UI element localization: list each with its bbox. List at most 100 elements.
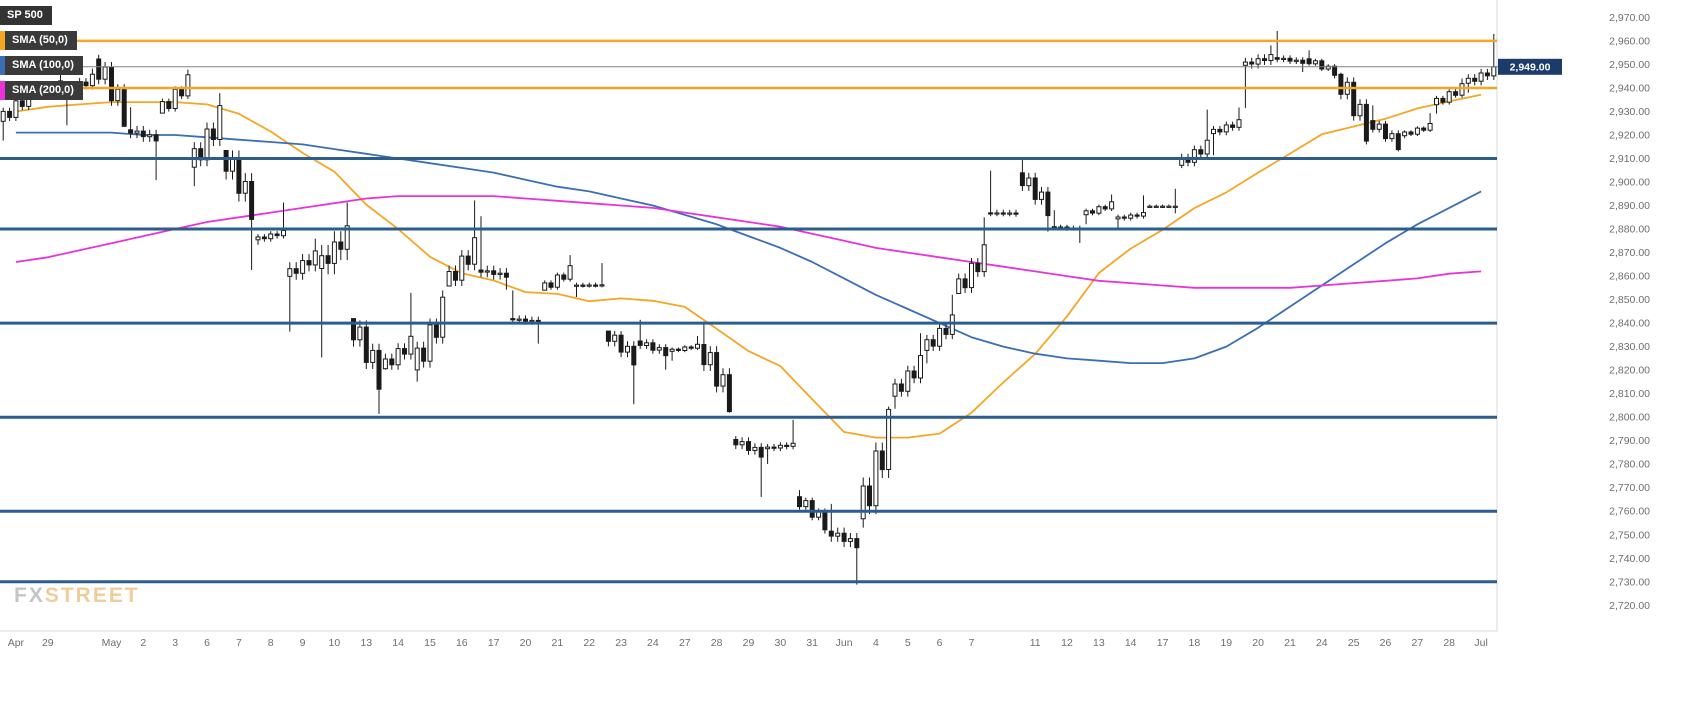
candle [1453, 89, 1459, 98]
time-axis-label: 8 [268, 637, 274, 649]
candle [618, 331, 624, 358]
legend-color-bar [0, 81, 5, 100]
candle [637, 319, 643, 349]
sma-50-0-line [15, 93, 1482, 439]
candle [1478, 68, 1484, 86]
candle [217, 93, 223, 146]
candle [402, 343, 407, 360]
candle [484, 265, 490, 278]
legend-item-sp-500[interactable]: SP 500 [0, 6, 52, 25]
candle [121, 84, 127, 127]
candle [1465, 74, 1471, 93]
candle [1293, 57, 1299, 64]
candle [675, 347, 681, 353]
time-axis-label: 14 [1125, 637, 1137, 649]
time-axis-label: 4 [873, 637, 879, 649]
legend-item-sma-100-0[interactable]: SMA (100,0) [0, 56, 83, 75]
candle [1446, 89, 1452, 105]
legend-item-sma-200-0[interactable]: SMA (200,0) [0, 81, 83, 100]
price-axis-label: 2,950.00 [1609, 59, 1650, 71]
candle [1211, 126, 1216, 156]
candle [1421, 126, 1427, 132]
price-axis-label: 2,840.00 [1609, 318, 1650, 330]
price-axis-label: 2,930.00 [1609, 106, 1650, 118]
candle [1096, 204, 1102, 216]
legend-item-sma-50-0[interactable]: SMA (50,0) [0, 31, 77, 50]
candle [873, 442, 879, 515]
candle [1395, 130, 1401, 152]
candle [720, 368, 726, 393]
candle [809, 497, 815, 521]
price-axis-label: 2,900.00 [1609, 177, 1650, 189]
price-axis-label: 2,790.00 [1609, 435, 1650, 447]
candle [695, 336, 700, 350]
candle [1312, 58, 1318, 66]
time-axis-label: 26 [1380, 637, 1392, 649]
candle [300, 254, 306, 280]
candle [988, 170, 994, 217]
candle [1484, 68, 1490, 80]
time-axis-label: 24 [1316, 637, 1328, 649]
time-axis-label: 20 [1252, 637, 1264, 649]
candle [784, 442, 790, 450]
candle [478, 216, 484, 278]
time-axis-label: 7 [969, 637, 975, 649]
price-axis-label: 2,780.00 [1609, 459, 1650, 471]
price-axis-label: 2,830.00 [1609, 341, 1650, 353]
candle [663, 344, 669, 370]
candle [1325, 64, 1331, 71]
candle [1306, 50, 1312, 66]
candle [580, 282, 586, 288]
candle [1191, 145, 1197, 167]
candle [1160, 204, 1166, 208]
candle [1134, 212, 1140, 219]
candle [535, 316, 541, 344]
time-axis-label: 22 [583, 637, 595, 649]
candle [13, 97, 19, 121]
candle [1236, 107, 1242, 131]
time-axis-label: 12 [1061, 637, 1073, 649]
candle [1153, 204, 1159, 208]
candle [803, 497, 809, 510]
watermark-fx-text: FX [14, 584, 45, 607]
time-axis-label: 15 [424, 637, 436, 649]
candle [446, 265, 452, 287]
candle [191, 142, 197, 187]
candle [134, 126, 140, 139]
candle [1147, 204, 1153, 208]
candle [994, 209, 1000, 217]
candle [503, 268, 509, 290]
candle [491, 265, 497, 280]
candle [669, 347, 675, 361]
candle [733, 436, 739, 450]
candle [1039, 186, 1044, 205]
candle [542, 280, 548, 291]
time-axis-label: 7 [236, 637, 242, 649]
candle [1109, 194, 1115, 211]
candle [1389, 130, 1395, 142]
candle [790, 419, 796, 450]
candle [765, 444, 771, 464]
candle [930, 334, 936, 351]
candle [1319, 58, 1325, 71]
candle [828, 503, 834, 542]
candle [905, 365, 911, 397]
candle [847, 533, 853, 548]
price-axis-label: 2,730.00 [1609, 576, 1650, 588]
candle [975, 258, 981, 277]
candle [306, 254, 312, 272]
candle [338, 231, 344, 261]
candle [612, 331, 618, 347]
candle [153, 129, 159, 181]
candle [249, 173, 255, 270]
time-axis-label: 10 [329, 637, 341, 649]
candle [879, 442, 885, 478]
price-axis-label: 2,910.00 [1609, 153, 1650, 165]
candle [797, 490, 802, 510]
legend-item-label: SMA (100,0) [12, 59, 74, 71]
price-axis-label: 2,740.00 [1609, 553, 1650, 565]
candle [1351, 77, 1357, 121]
candle [159, 98, 165, 114]
